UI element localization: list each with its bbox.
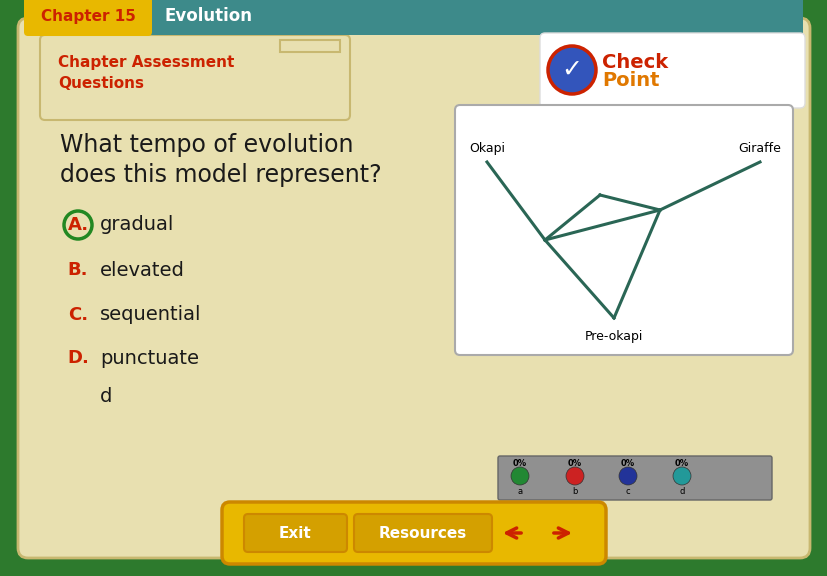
Text: Chapter 15: Chapter 15 bbox=[41, 9, 136, 24]
Text: C.: C. bbox=[68, 306, 88, 324]
Text: A.: A. bbox=[67, 216, 88, 234]
FancyBboxPatch shape bbox=[539, 33, 804, 108]
Text: 0%: 0% bbox=[512, 460, 527, 468]
FancyBboxPatch shape bbox=[244, 514, 347, 552]
Text: d: d bbox=[678, 487, 684, 495]
FancyBboxPatch shape bbox=[222, 502, 605, 564]
Text: b: b bbox=[571, 487, 577, 495]
Text: gradual: gradual bbox=[100, 215, 174, 234]
FancyBboxPatch shape bbox=[40, 35, 350, 120]
Circle shape bbox=[619, 467, 636, 485]
Text: D.: D. bbox=[67, 349, 88, 367]
Circle shape bbox=[510, 467, 528, 485]
FancyBboxPatch shape bbox=[25, 0, 802, 35]
FancyBboxPatch shape bbox=[18, 18, 809, 558]
Circle shape bbox=[547, 46, 595, 94]
Text: ✓: ✓ bbox=[561, 58, 582, 82]
Polygon shape bbox=[280, 40, 340, 52]
FancyBboxPatch shape bbox=[354, 514, 491, 552]
Text: 0%: 0% bbox=[567, 460, 581, 468]
Text: Questions: Questions bbox=[58, 75, 144, 90]
Text: B.: B. bbox=[68, 261, 88, 279]
Text: Check: Check bbox=[601, 52, 667, 71]
Text: c: c bbox=[625, 487, 629, 495]
FancyBboxPatch shape bbox=[24, 0, 152, 36]
Text: Giraffe: Giraffe bbox=[738, 142, 781, 155]
FancyBboxPatch shape bbox=[455, 105, 792, 355]
Text: Pre-okapi: Pre-okapi bbox=[584, 330, 643, 343]
Text: What tempo of evolution: What tempo of evolution bbox=[60, 133, 353, 157]
Text: 0%: 0% bbox=[620, 460, 634, 468]
Text: Evolution: Evolution bbox=[165, 7, 253, 25]
Text: Resources: Resources bbox=[379, 525, 466, 540]
Text: punctuate: punctuate bbox=[100, 348, 198, 367]
Text: does this model represent?: does this model represent? bbox=[60, 163, 381, 187]
Circle shape bbox=[566, 467, 583, 485]
Text: a: a bbox=[517, 487, 522, 495]
Text: Point: Point bbox=[601, 70, 658, 89]
Text: elevated: elevated bbox=[100, 260, 184, 279]
Text: Okapi: Okapi bbox=[468, 142, 504, 155]
Text: 0%: 0% bbox=[674, 460, 688, 468]
Text: Chapter Assessment: Chapter Assessment bbox=[58, 55, 234, 70]
Text: d: d bbox=[100, 386, 112, 406]
Text: sequential: sequential bbox=[100, 305, 201, 324]
Circle shape bbox=[672, 467, 691, 485]
Text: Exit: Exit bbox=[279, 525, 311, 540]
FancyBboxPatch shape bbox=[497, 456, 771, 500]
